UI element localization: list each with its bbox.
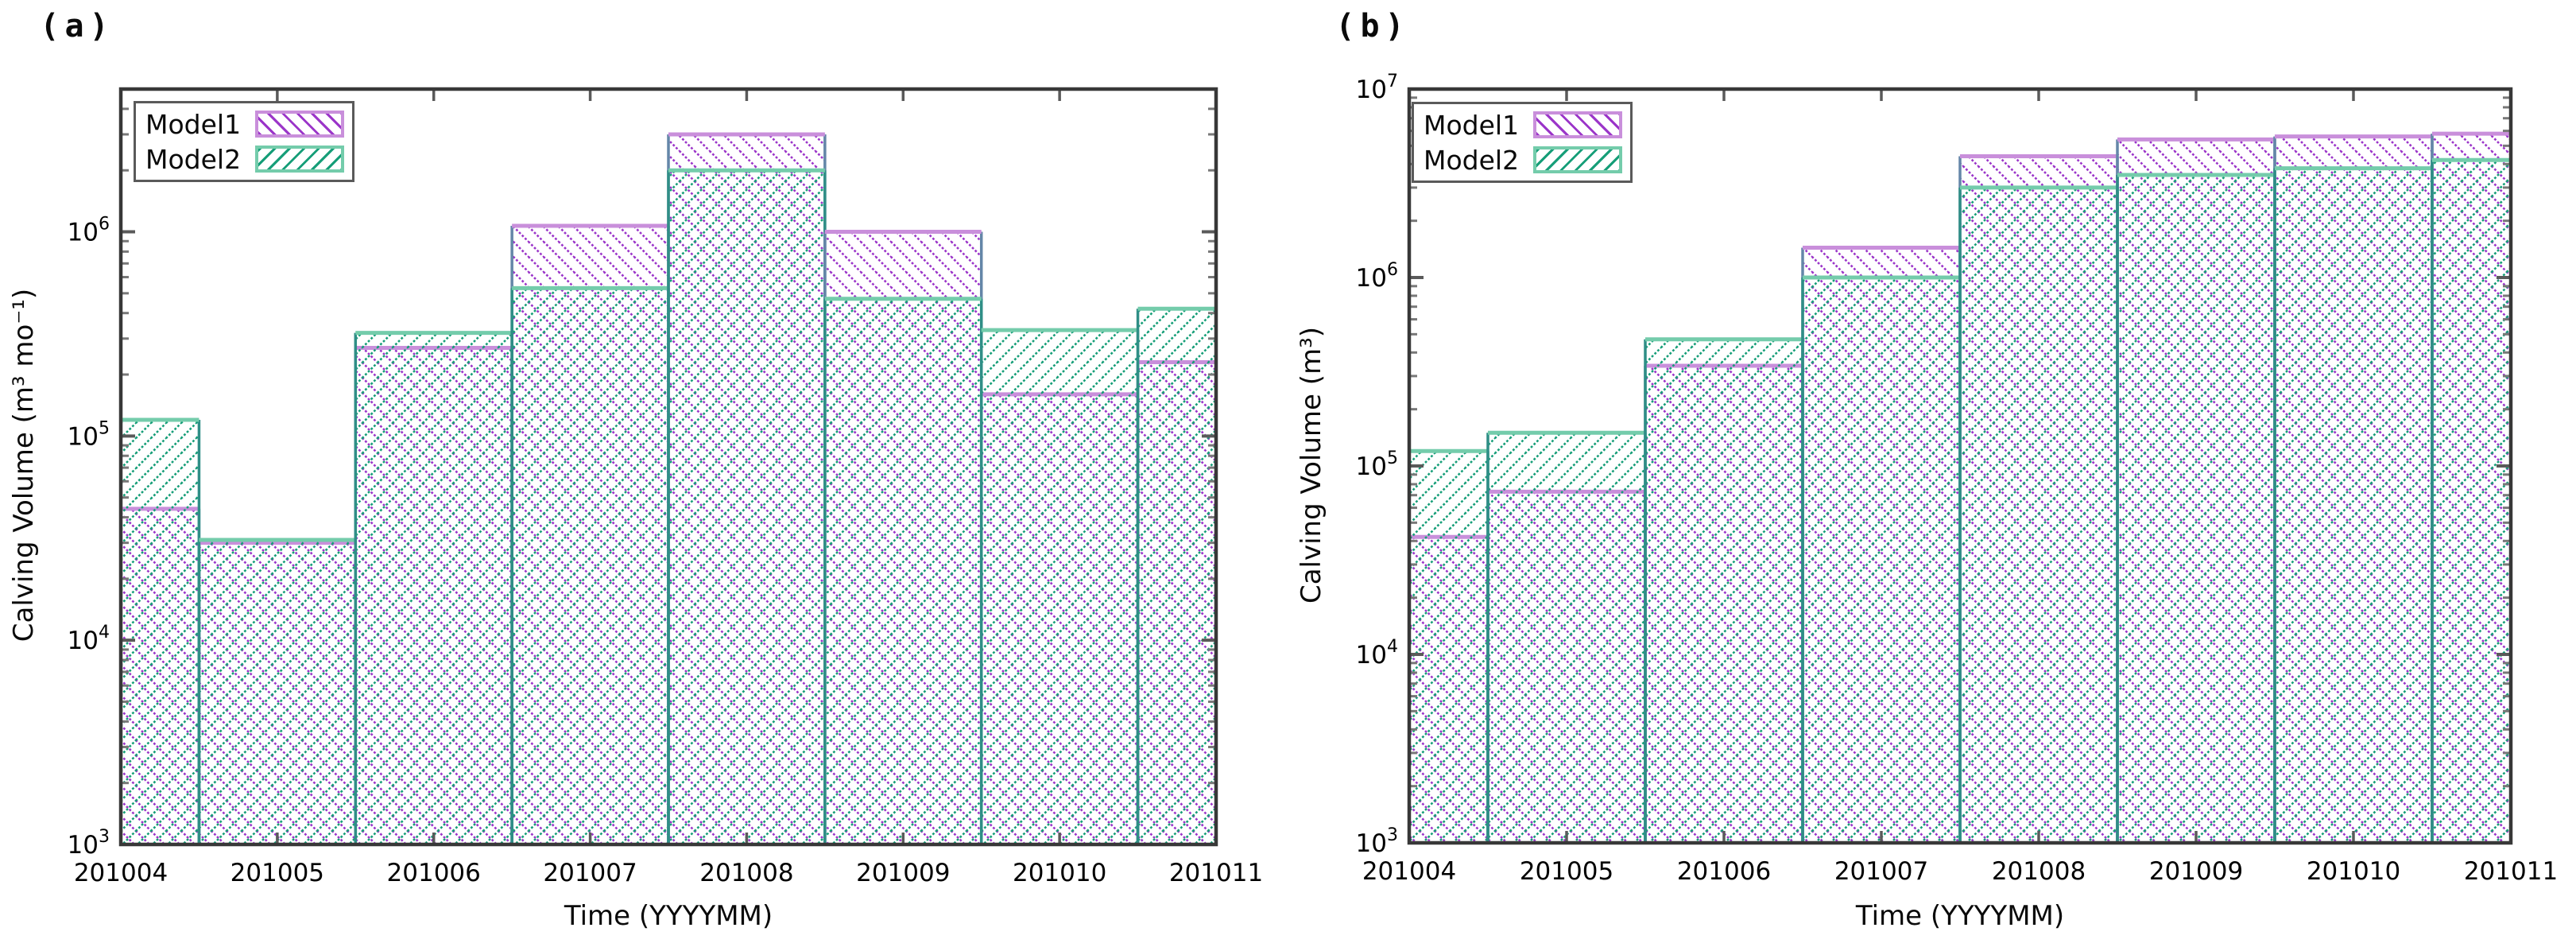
bar-201005: [197, 538, 358, 844]
legend-label-model2: Model2: [145, 143, 242, 175]
y-tick-label: 104: [68, 623, 110, 655]
panel-a-legend: Model1 Model2: [134, 101, 354, 182]
legend-label-model1: Model1: [145, 108, 242, 140]
x-tick-label: 201007: [1834, 857, 1928, 886]
legend-item-model1: Model1: [145, 108, 344, 140]
x-tick-label: 201008: [699, 859, 793, 887]
panel-b-legend: Model1 Model2: [1412, 102, 1633, 183]
x-tick-label: 201005: [230, 859, 324, 887]
bar-201010: [979, 328, 1140, 844]
panel-a-bars: [121, 132, 1216, 844]
y-tick-label: 105: [68, 418, 110, 451]
legend-label-model1: Model1: [1424, 109, 1520, 141]
y-tick-label: 107: [1356, 72, 1398, 104]
x-tick-label: 201004: [74, 859, 168, 887]
x-tick-label: 201011: [1169, 859, 1263, 887]
bar-201008: [667, 132, 827, 844]
x-tick-label: 201006: [1677, 857, 1771, 886]
y-tick-label: 105: [1356, 448, 1398, 481]
panel-a-axes: 103 104 105 106 201004 201005 201006 201007 2010…: [68, 87, 1263, 887]
bar-201006: [354, 331, 513, 844]
model2-hatch-swatch: [1533, 146, 1622, 173]
bar-201010: [2273, 134, 2434, 843]
x-tick-label: 201004: [1362, 857, 1456, 886]
panel-a-y-axis-label: Calving Volume (m³ mo⁻¹): [8, 288, 40, 642]
x-tick-label: 201010: [2307, 857, 2400, 886]
panel-a-title: (a): [40, 8, 114, 45]
panel-b-x-axis-label: Time (YYYYMM): [1855, 900, 2065, 932]
bar-201009: [2116, 137, 2276, 843]
legend-item-model2: Model2: [145, 143, 344, 175]
legend-label-model2: Model2: [1424, 144, 1520, 176]
x-tick-label: 201006: [387, 859, 481, 887]
bar-201009: [823, 230, 983, 844]
model2-hatch-swatch: [255, 146, 344, 173]
x-tick-label: 201010: [1013, 859, 1106, 887]
x-tick-label: 201011: [2464, 857, 2558, 886]
bar-201004: [121, 417, 201, 844]
bar-201008: [1958, 154, 2119, 843]
y-tick-label: 103: [68, 827, 110, 860]
legend-item-model2: Model2: [1424, 144, 1622, 176]
y-tick-label: 106: [68, 215, 110, 247]
x-tick-label: 201009: [856, 859, 950, 887]
x-tick-label: 201008: [1992, 857, 2086, 886]
panel-b-bars: [1409, 131, 2511, 843]
y-tick-label: 103: [1356, 825, 1398, 858]
panel-b-y-axis-label: Calving Volume (m³): [1296, 326, 1327, 604]
x-tick-label: 201009: [2149, 857, 2243, 886]
model1-hatch-swatch: [255, 111, 344, 138]
bar-201007: [1801, 245, 1962, 843]
x-tick-label: 201005: [1520, 857, 1613, 886]
panel-b-axes: 103 104 105 106 107 201004 201005 201006 201007 2…: [1356, 72, 2559, 886]
panel-b-title: (b): [1335, 8, 1410, 45]
bar-201011: [1136, 306, 1216, 844]
model1-hatch-swatch: [1533, 111, 1622, 138]
bar-201005: [1486, 430, 1647, 843]
bar-201011: [2431, 131, 2511, 843]
bar-201006: [1644, 337, 1804, 843]
y-tick-label: 104: [1356, 637, 1398, 670]
legend-item-model1: Model1: [1424, 109, 1622, 141]
y-tick-label: 106: [1356, 260, 1398, 293]
panel-a-x-axis-label: Time (YYYYMM): [564, 900, 773, 932]
x-tick-label: 201007: [543, 859, 637, 887]
bar-201007: [510, 223, 670, 844]
